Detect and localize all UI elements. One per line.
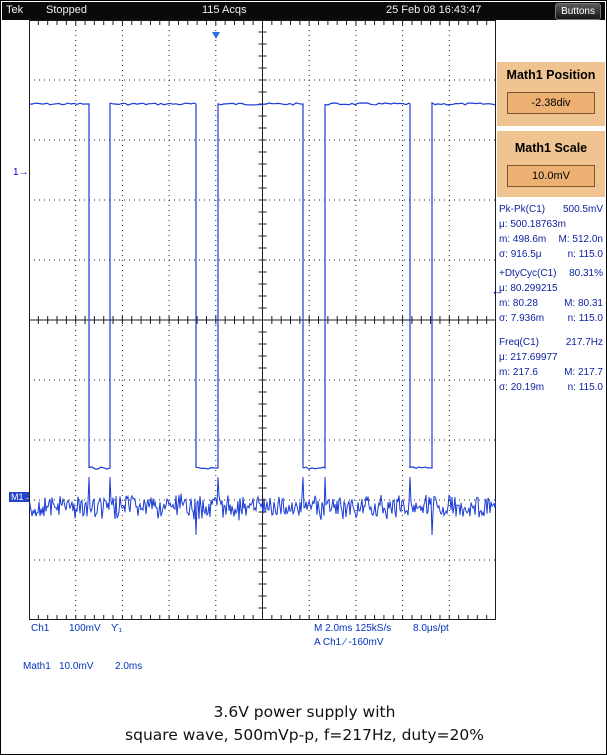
- meas-min: m: 80.28: [499, 298, 538, 309]
- brand-label: Tek: [6, 4, 24, 16]
- status-bar: Tek Stopped 115 Acqs 25 Feb 08 16:43:47 …: [2, 2, 605, 20]
- acquisition-count: 115 Acqs: [202, 4, 247, 16]
- meas-count: n: 115.0: [567, 313, 603, 324]
- ch1-bandwidth-icon: Ƴ₁: [111, 623, 123, 634]
- meas-min: m: 498.6m: [499, 234, 547, 245]
- trigger-position-marker[interactable]: [212, 32, 220, 39]
- meas-count: n: 115.0: [567, 249, 603, 260]
- trigger-readout[interactable]: A Ch1 ∕ -160mV: [314, 637, 384, 648]
- math1-label[interactable]: Math1: [23, 661, 51, 672]
- meas-count: n: 115.0: [567, 382, 603, 393]
- measurement-pkpk: Pk-Pk(C1) 500.5mV μ: 500.18763m m: 498.6m…: [497, 202, 605, 262]
- readout-bar: Ch1 100mV Ƴ₁ M 2.0ms 125kS/s 8.0μs/pt A …: [2, 620, 605, 690]
- caption-line-1: 3.6V power supply with: [213, 703, 396, 721]
- figure-caption: 3.6V power supply with square wave, 500m…: [1, 701, 607, 747]
- math1-scale-readout[interactable]: 10.0mV: [59, 661, 94, 672]
- ch1-ground-marker[interactable]: 1→: [13, 167, 29, 178]
- sample-resolution: 8.0μs/pt: [413, 623, 449, 634]
- meas-mean: μ: 500.18763m: [499, 219, 566, 230]
- reference-arrow-icon: ←: [491, 283, 504, 298]
- measurement-frequency: Freq(C1) 217.7Hz μ: 217.69977 m: 217.6 M: …: [497, 335, 605, 395]
- meas-mean: μ: 80.299215: [499, 283, 558, 294]
- timebase-readout[interactable]: M 2.0ms 125kS/s: [314, 623, 392, 634]
- meas-name: Freq(C1): [499, 337, 540, 348]
- math1-position-title: Math1 Position: [506, 68, 596, 82]
- math1-scale-value[interactable]: 10.0mV: [507, 165, 595, 187]
- meas-value: 80.31%: [569, 268, 603, 279]
- meas-max: M: 512.0n: [558, 234, 603, 245]
- meas-value: 217.7Hz: [565, 337, 603, 348]
- math1-scale-panel[interactable]: Math1 Scale 10.0mV: [497, 131, 605, 197]
- meas-sigma: σ: 20.19m: [499, 382, 545, 393]
- waveform-display: [28, 19, 497, 621]
- meas-max: M: 217.7: [564, 367, 603, 378]
- meas-name: Pk-Pk(C1): [499, 204, 546, 215]
- ch1-scale[interactable]: 100mV: [69, 623, 101, 634]
- graticule-svg: [28, 19, 497, 621]
- meas-value: 500.5mV: [562, 204, 603, 215]
- math1-scale-title: Math1 Scale: [514, 141, 588, 155]
- math1-time-readout: 2.0ms: [115, 661, 143, 672]
- math1-marker[interactable]: M1→: [9, 492, 35, 502]
- run-state: Stopped: [46, 4, 87, 16]
- graticule: [28, 19, 497, 621]
- meas-sigma: σ: 916.5μ: [499, 249, 542, 260]
- graticule-border: [29, 20, 496, 620]
- ch1-label[interactable]: Ch1: [31, 623, 50, 634]
- meas-name: +DtyCyc(C1): [499, 268, 557, 279]
- meas-sigma: σ: 7.936m: [499, 313, 545, 324]
- side-menu: Math1 Position -2.38div Math1 Scale 10.0…: [491, 20, 605, 620]
- math1-position-panel[interactable]: Math1 Position -2.38div: [497, 62, 605, 126]
- meas-mean: μ: 217.69977: [499, 352, 558, 363]
- timestamp: 25 Feb 08 16:43:47: [386, 4, 482, 16]
- caption-line-2: square wave, 500mVp-p, f=217Hz, duty=20%: [125, 726, 484, 744]
- math1-trace: [28, 476, 497, 536]
- meas-max: M: 80.31: [564, 298, 603, 309]
- meas-min: m: 217.6: [499, 367, 538, 378]
- buttons-button[interactable]: Buttons: [555, 3, 601, 20]
- math1-position-value[interactable]: -2.38div: [507, 92, 595, 114]
- ch1-square-wave-trace: [28, 101, 496, 470]
- measurement-duty-cycle: +DtyCyc(C1) 80.31% μ: 80.299215 m: 80.28 M…: [497, 266, 605, 326]
